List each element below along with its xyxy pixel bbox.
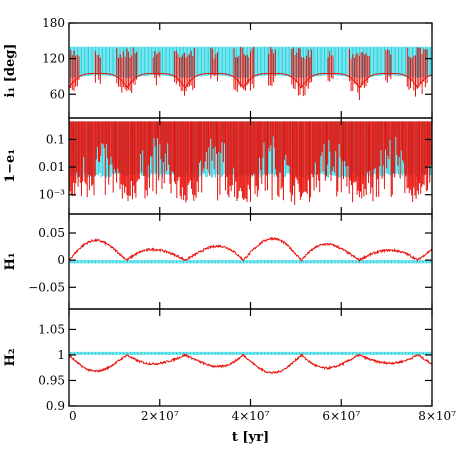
- y-axis-label: H₂: [3, 349, 18, 367]
- panels: 60 120 180 i₁ [deg] 10⁻³ 0.01 0.1 1−e₁ −0.05 0 0.0…: [3, 16, 433, 413]
- y-tick-label: 120: [42, 52, 65, 66]
- y-tick-label: 0.1: [46, 132, 65, 146]
- red-series: [69, 121, 432, 205]
- h2-panel: 0.9 0.95 1 1.05 H₂: [3, 308, 433, 413]
- y-tick-label: 0.9: [46, 399, 65, 413]
- x-tick-label: 4×10⁷: [232, 409, 270, 423]
- x-axis: 0 2×10⁷ 4×10⁷ 6×10⁷ 8×10⁷ t [yr]: [69, 409, 456, 445]
- y-tick-label: 0.05: [38, 226, 65, 240]
- inclination-panel: 60 120 180 i₁ [deg]: [3, 16, 433, 119]
- y-tick-label: 1.05: [38, 322, 65, 336]
- y-axis-label: 1−e₁: [3, 149, 18, 183]
- y-tick-label: 0.01: [38, 160, 65, 174]
- plot-area: [69, 351, 432, 375]
- x-tick-label: 2×10⁷: [141, 409, 179, 423]
- y-tick-label: 60: [50, 87, 65, 101]
- cyan-series: [69, 351, 432, 355]
- plot-area: [69, 121, 432, 205]
- red-series: [69, 46, 432, 101]
- y-tick-label: −0.05: [28, 280, 65, 294]
- y-tick-label: 10⁻³: [39, 188, 66, 202]
- y-tick-label: 180: [42, 16, 65, 30]
- x-tick-label: 6×10⁷: [322, 409, 360, 423]
- red-series: [69, 352, 432, 375]
- one-minus-e-panel: 10⁻³ 0.01 0.1 1−e₁: [3, 117, 433, 215]
- x-tick-label: 0: [69, 409, 77, 423]
- red-series: [69, 236, 432, 263]
- y-tick-label: 1: [57, 348, 65, 362]
- x-axis-label: t [yr]: [232, 430, 269, 445]
- x-tick-label: 8×10⁷: [418, 409, 456, 423]
- h1-panel: −0.05 0 0.05 H₁: [3, 213, 433, 310]
- cyan-series: [69, 260, 432, 264]
- y-axis-label: i₁ [deg]: [3, 44, 18, 98]
- y-tick-label: 0.95: [38, 373, 65, 387]
- y-tick-label: 0: [57, 253, 65, 267]
- plot-area: [69, 236, 432, 264]
- y-axis-label: H₁: [3, 253, 18, 271]
- panel-frame: [68, 308, 433, 407]
- plot-area: [69, 46, 432, 101]
